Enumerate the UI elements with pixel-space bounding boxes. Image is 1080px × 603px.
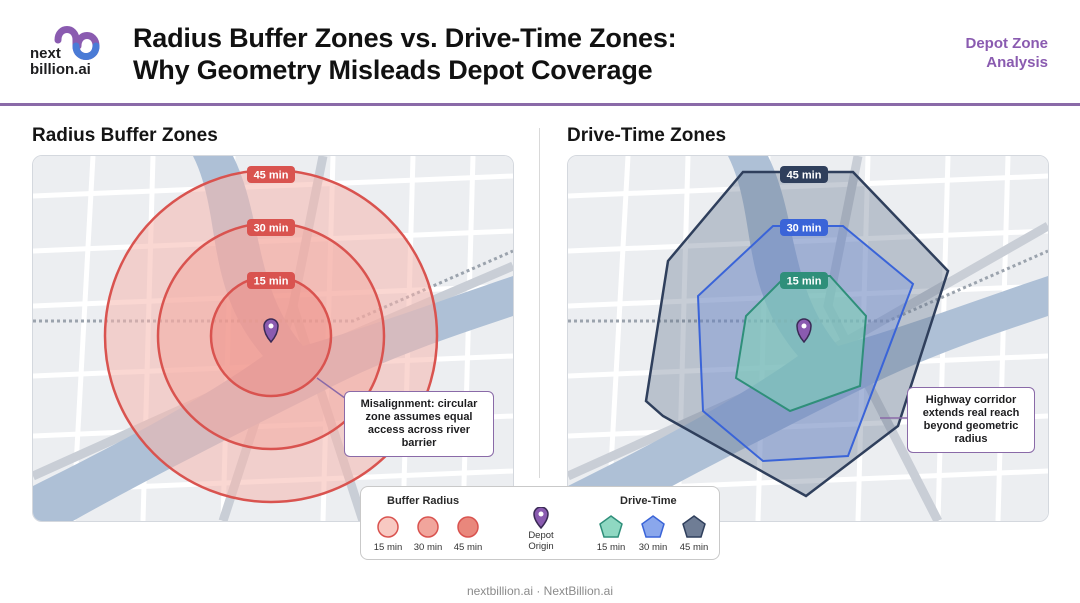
legend-drive-15-icon bbox=[599, 515, 623, 538]
nextbillion-logo-icon bbox=[54, 26, 100, 60]
callout-line: radius bbox=[954, 433, 988, 445]
logo-text-line1: next bbox=[30, 45, 61, 62]
legend-buffer-15-icon bbox=[377, 516, 399, 538]
legend-buffer-label-15: 15 min bbox=[373, 542, 403, 553]
legend-depot-label: Depot Origin bbox=[519, 530, 563, 552]
legend-drive-30-icon bbox=[641, 515, 665, 538]
svg-text:30 min: 30 min bbox=[254, 223, 289, 235]
legend-depot-pin-icon bbox=[533, 507, 549, 529]
legend-drive-45-icon bbox=[682, 515, 706, 538]
legend: Buffer Radius 15 min 30 min 45 min Depot… bbox=[360, 486, 720, 560]
legend-buffer-heading: Buffer Radius bbox=[387, 495, 460, 507]
legend-drive-label-15: 15 min bbox=[596, 542, 626, 553]
page-title-line1: Radius Buffer Zones vs. Drive-Time Zones… bbox=[133, 23, 677, 53]
railway bbox=[568, 249, 1048, 323]
svg-text:45 min: 45 min bbox=[787, 170, 822, 182]
misalignment-callout: Misalignment: circular zone assumes equa… bbox=[344, 391, 494, 457]
svg-text:30 min: 30 min bbox=[787, 223, 822, 235]
left-panel-title: Radius Buffer Zones bbox=[32, 125, 218, 146]
right-map: 45 min 30 min 15 min bbox=[567, 155, 1049, 522]
legend-buffer-45-icon bbox=[457, 516, 479, 538]
legend-buffer-30-icon bbox=[417, 516, 439, 538]
legend-drive-swatches bbox=[599, 515, 706, 538]
legend-drive-label-45: 45 min bbox=[679, 542, 709, 553]
header: next billion.ai Radius Buffer Zones vs. … bbox=[0, 0, 1080, 104]
drivetime-label-15: 15 min bbox=[780, 272, 828, 289]
legend-buffer-swatches bbox=[377, 516, 479, 538]
header-divider bbox=[0, 103, 1080, 106]
left-map: 45 min 30 min 15 min bbox=[32, 155, 514, 522]
legend-buffer-label-30: 30 min bbox=[413, 542, 443, 553]
highway-callout: Highway corridor extends real reach beyo… bbox=[907, 387, 1035, 453]
legend-drive-label-30: 30 min bbox=[638, 542, 668, 553]
depot-pin-icon bbox=[796, 318, 812, 344]
callout-line: zone assumes equal bbox=[365, 411, 473, 423]
callout-line: barrier bbox=[401, 437, 437, 449]
logo-text: next billion.ai bbox=[30, 46, 91, 78]
drivetime-label-30: 30 min bbox=[780, 219, 828, 236]
svg-text:15 min: 15 min bbox=[254, 276, 289, 288]
drivetime-zone-15 bbox=[734, 275, 868, 413]
ring-label-45: 45 min bbox=[247, 166, 295, 183]
legend-buffer-label-45: 45 min bbox=[453, 542, 483, 553]
page-title: Radius Buffer Zones vs. Drive-Time Zones… bbox=[133, 22, 677, 86]
ring-label-30: 30 min bbox=[247, 219, 295, 236]
svg-text:15 min: 15 min bbox=[787, 276, 822, 288]
callout-line: Misalignment: circular bbox=[360, 398, 478, 410]
callout-leader bbox=[316, 377, 350, 402]
page-title-line2: Why Geometry Misleads Depot Coverage bbox=[133, 55, 653, 85]
callout-line: access across river bbox=[367, 424, 471, 436]
section-tag-line2: Analysis bbox=[986, 54, 1048, 71]
panel-divider bbox=[539, 128, 540, 478]
callout-line: extends real reach bbox=[922, 407, 1020, 419]
ring-label-15: 15 min bbox=[247, 272, 295, 289]
drivetime-label-45: 45 min bbox=[780, 166, 828, 183]
callout-line: Highway corridor bbox=[925, 394, 1017, 406]
section-tag: Depot Zone Analysis bbox=[966, 34, 1049, 72]
depot-pin-icon bbox=[263, 318, 279, 344]
svg-text:45 min: 45 min bbox=[254, 170, 289, 182]
callout-line: beyond geometric bbox=[923, 420, 1019, 432]
legend-drive-heading: Drive-Time bbox=[620, 495, 677, 507]
section-tag-line1: Depot Zone bbox=[965, 35, 1049, 52]
right-panel-title: Drive-Time Zones bbox=[567, 125, 727, 146]
legend-depot-label-line1: Depot bbox=[528, 530, 554, 541]
legend-depot-label-line2: Origin bbox=[528, 541, 554, 552]
logo-text-line2: billion.ai bbox=[30, 61, 91, 78]
footer: nextbillion.ai · NextBillion.ai bbox=[466, 584, 614, 598]
